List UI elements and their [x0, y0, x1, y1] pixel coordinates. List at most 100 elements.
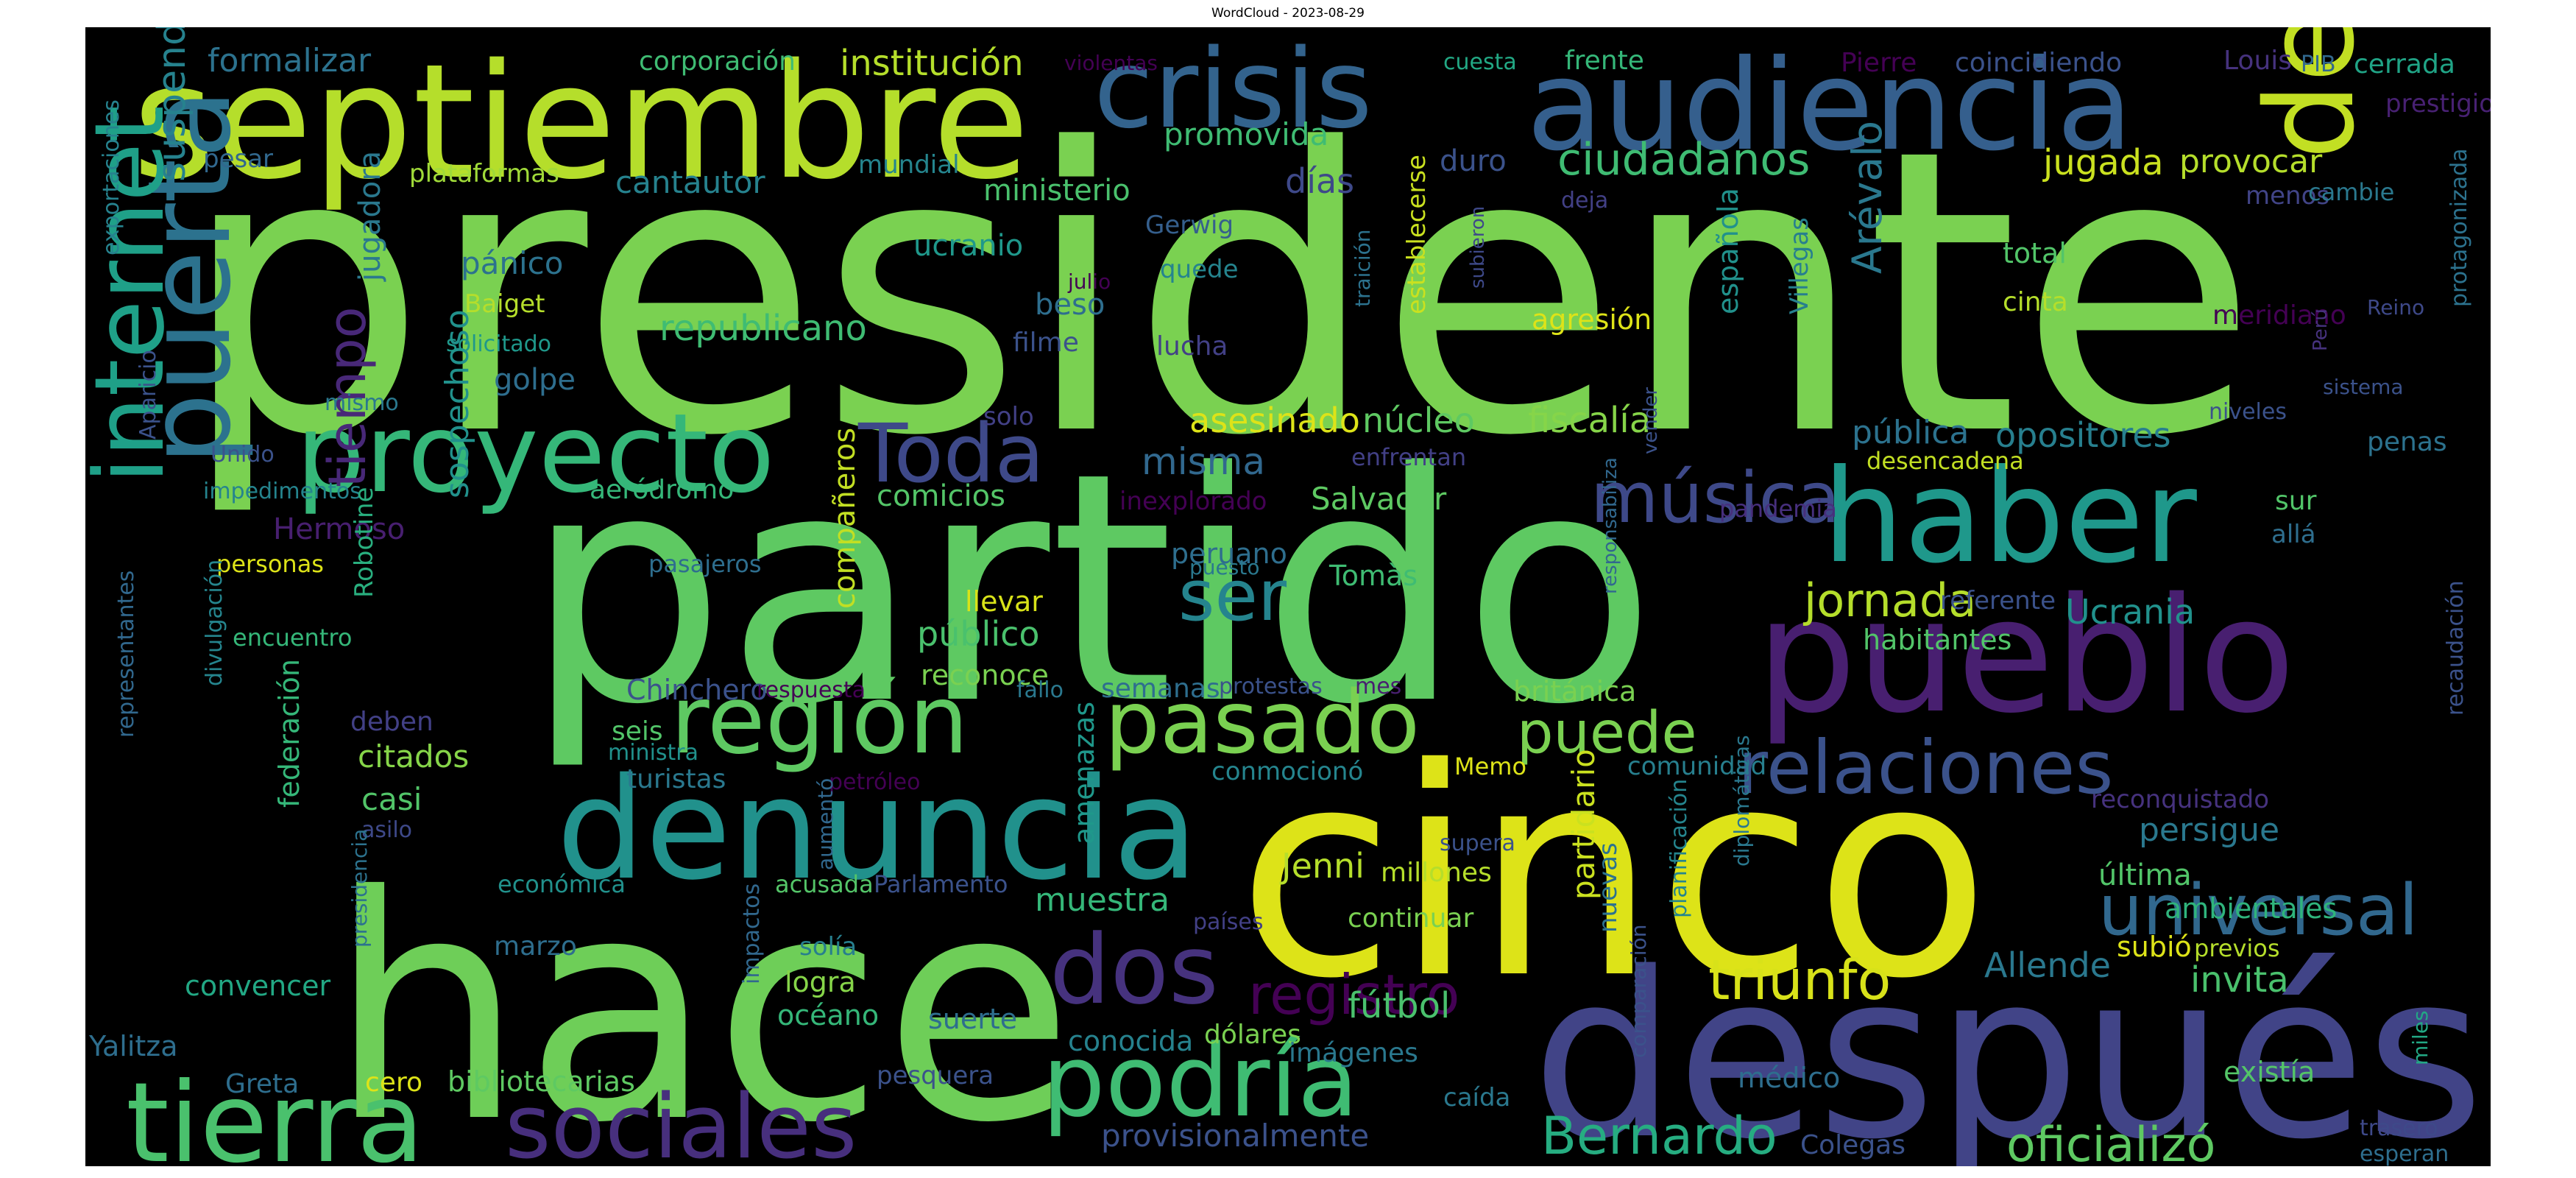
word-deben: deben: [350, 707, 434, 737]
word-parlamento: Parlamento: [874, 870, 1008, 898]
word-alla: allá: [2271, 520, 2316, 549]
word-total: total: [2003, 237, 2067, 269]
word-ucranio: ucranio: [913, 229, 1023, 263]
word-menos: menos: [2246, 181, 2329, 211]
word-baiget: Baiget: [464, 289, 545, 319]
word-registro: registro: [1248, 962, 1459, 1027]
word-impactos: impactos: [739, 884, 765, 984]
word-partido: partido: [525, 406, 1656, 774]
word-ciudadanos: ciudadanos: [1557, 134, 1810, 186]
word-robotine: Robotine: [350, 487, 379, 598]
word-ministerio: ministerio: [983, 174, 1130, 208]
word-pib: PIB: [2301, 52, 2336, 77]
word-meridiano: meridiano: [2212, 300, 2346, 331]
word-peru: Perú: [2310, 308, 2332, 351]
word-septiembre: septiembre: [132, 29, 1030, 214]
word-detenido: detenido: [2240, 27, 2381, 160]
word-subieron: subieron: [1467, 206, 1489, 289]
word-beso: beso: [1035, 288, 1105, 322]
word-federacion: federación: [273, 659, 305, 808]
word-jugadora: jugadora: [353, 151, 387, 282]
word-oficializo: oficializó: [2006, 1118, 2215, 1166]
word-formalizar: formalizar: [208, 42, 372, 80]
word-promovida: promovida: [1164, 116, 1328, 152]
word-bernardo: Bernardo: [1541, 1106, 1777, 1166]
word-fallo: fallo: [1016, 677, 1064, 703]
word-despues: después: [1532, 924, 2485, 1166]
word-cloud: presidente partido cinco hace después septiem…: [85, 27, 2491, 1166]
word-institucion: institución: [840, 43, 1024, 84]
word-aparicio: Aparicio: [135, 350, 161, 440]
word-unido: Unido: [210, 442, 275, 468]
word-arevalo: Arévalo: [1844, 121, 1891, 274]
word-representantes: representantes: [113, 571, 139, 738]
word-provocar: provocar: [2179, 143, 2323, 180]
word-colegas: Colegas: [1800, 1130, 1906, 1160]
word-personas: personas: [216, 550, 324, 578]
word-gerwig: Gerwig: [1145, 211, 1234, 240]
word-universal: universal: [2098, 870, 2418, 951]
word-presidente: presidente: [180, 66, 2258, 521]
word-cinta: cinta: [2003, 287, 2068, 317]
word-ser: ser: [1178, 556, 1287, 637]
word-pesquera: pesquera: [877, 1061, 994, 1090]
word-quede: quede: [1160, 255, 1239, 284]
word-suspendio: suspendió: [150, 27, 194, 182]
word-dolares: dólares: [1204, 1020, 1301, 1050]
word-musica: música: [1590, 458, 1840, 539]
word-amenazas: amenazas: [1068, 702, 1100, 844]
word-violentas: violentas: [1064, 51, 1158, 75]
word-medico: médico: [1738, 1062, 1840, 1094]
word-tiempo: tiempo: [317, 307, 378, 487]
word-subio: subió: [2117, 931, 2192, 963]
word-crisis: crisis: [1094, 27, 1373, 152]
word-nuevas: nuevas: [1593, 842, 1623, 933]
word-conocida: conocida: [1068, 1025, 1193, 1057]
word-marzo: marzo: [494, 931, 577, 962]
figure-title: WordCloud - 2023-08-29: [1211, 6, 1365, 21]
word-penas: penas: [2367, 427, 2447, 457]
word-sistema: sistema: [2323, 375, 2404, 399]
word-region: región: [670, 666, 969, 775]
word-miles: miles: [2408, 1010, 2432, 1065]
word-planificacion: planificación: [1666, 779, 1692, 918]
word-sociales: sociales: [505, 1076, 857, 1166]
word-allende: Allende: [1984, 945, 2111, 985]
word-audiencia: audiencia: [1526, 33, 2133, 179]
word-plataformas: plataformas: [409, 159, 559, 188]
word-existia: existía: [2223, 1056, 2315, 1088]
word-solicitado: solicitado: [446, 331, 551, 357]
word-panico: pánico: [461, 245, 563, 281]
word-sur: sur: [2275, 486, 2317, 516]
word-sospechoso: sospechoso: [439, 309, 476, 498]
word-casi: casi: [361, 781, 422, 817]
word-publico: público: [917, 614, 1040, 654]
word-exportaciones: exportaciones: [99, 99, 124, 255]
word-frente: frente: [1565, 46, 1644, 76]
word-continuar: continuar: [1348, 903, 1473, 934]
word-habitantes: habitantes: [1863, 624, 2011, 656]
word-paises: países: [1193, 909, 1263, 935]
word-previos: previos: [2194, 934, 2280, 962]
word-espanola: española: [1712, 188, 1744, 314]
word-muestra: muestra: [1035, 881, 1170, 919]
word-economica: económica: [498, 870, 626, 898]
word-oceano: océano: [777, 999, 879, 1031]
word-inexplorado: inexplorado: [1119, 487, 1267, 516]
word-dos: dos: [1050, 914, 1219, 1026]
word-cuesta: cuesta: [1443, 49, 1517, 75]
word-opositores: opositores: [1995, 415, 2171, 455]
word-aerodromo: aeródromo: [590, 475, 734, 505]
word-puerta: puerta: [123, 89, 256, 465]
word-cantautor: cantautor: [615, 164, 765, 200]
word-asesinado: asesinado: [1189, 401, 1360, 440]
word-publica: pública: [1852, 414, 1969, 451]
word-turistas: turistas: [626, 764, 726, 794]
word-salvador: Salvador: [1311, 481, 1447, 517]
word-agresion: agresión: [1532, 303, 1652, 336]
word-solia: solía: [799, 932, 857, 962]
word-llevar: llevar: [965, 585, 1043, 618]
word-tierra: tierra: [126, 1059, 424, 1166]
word-reconquistado: reconquistado: [2091, 785, 2269, 814]
